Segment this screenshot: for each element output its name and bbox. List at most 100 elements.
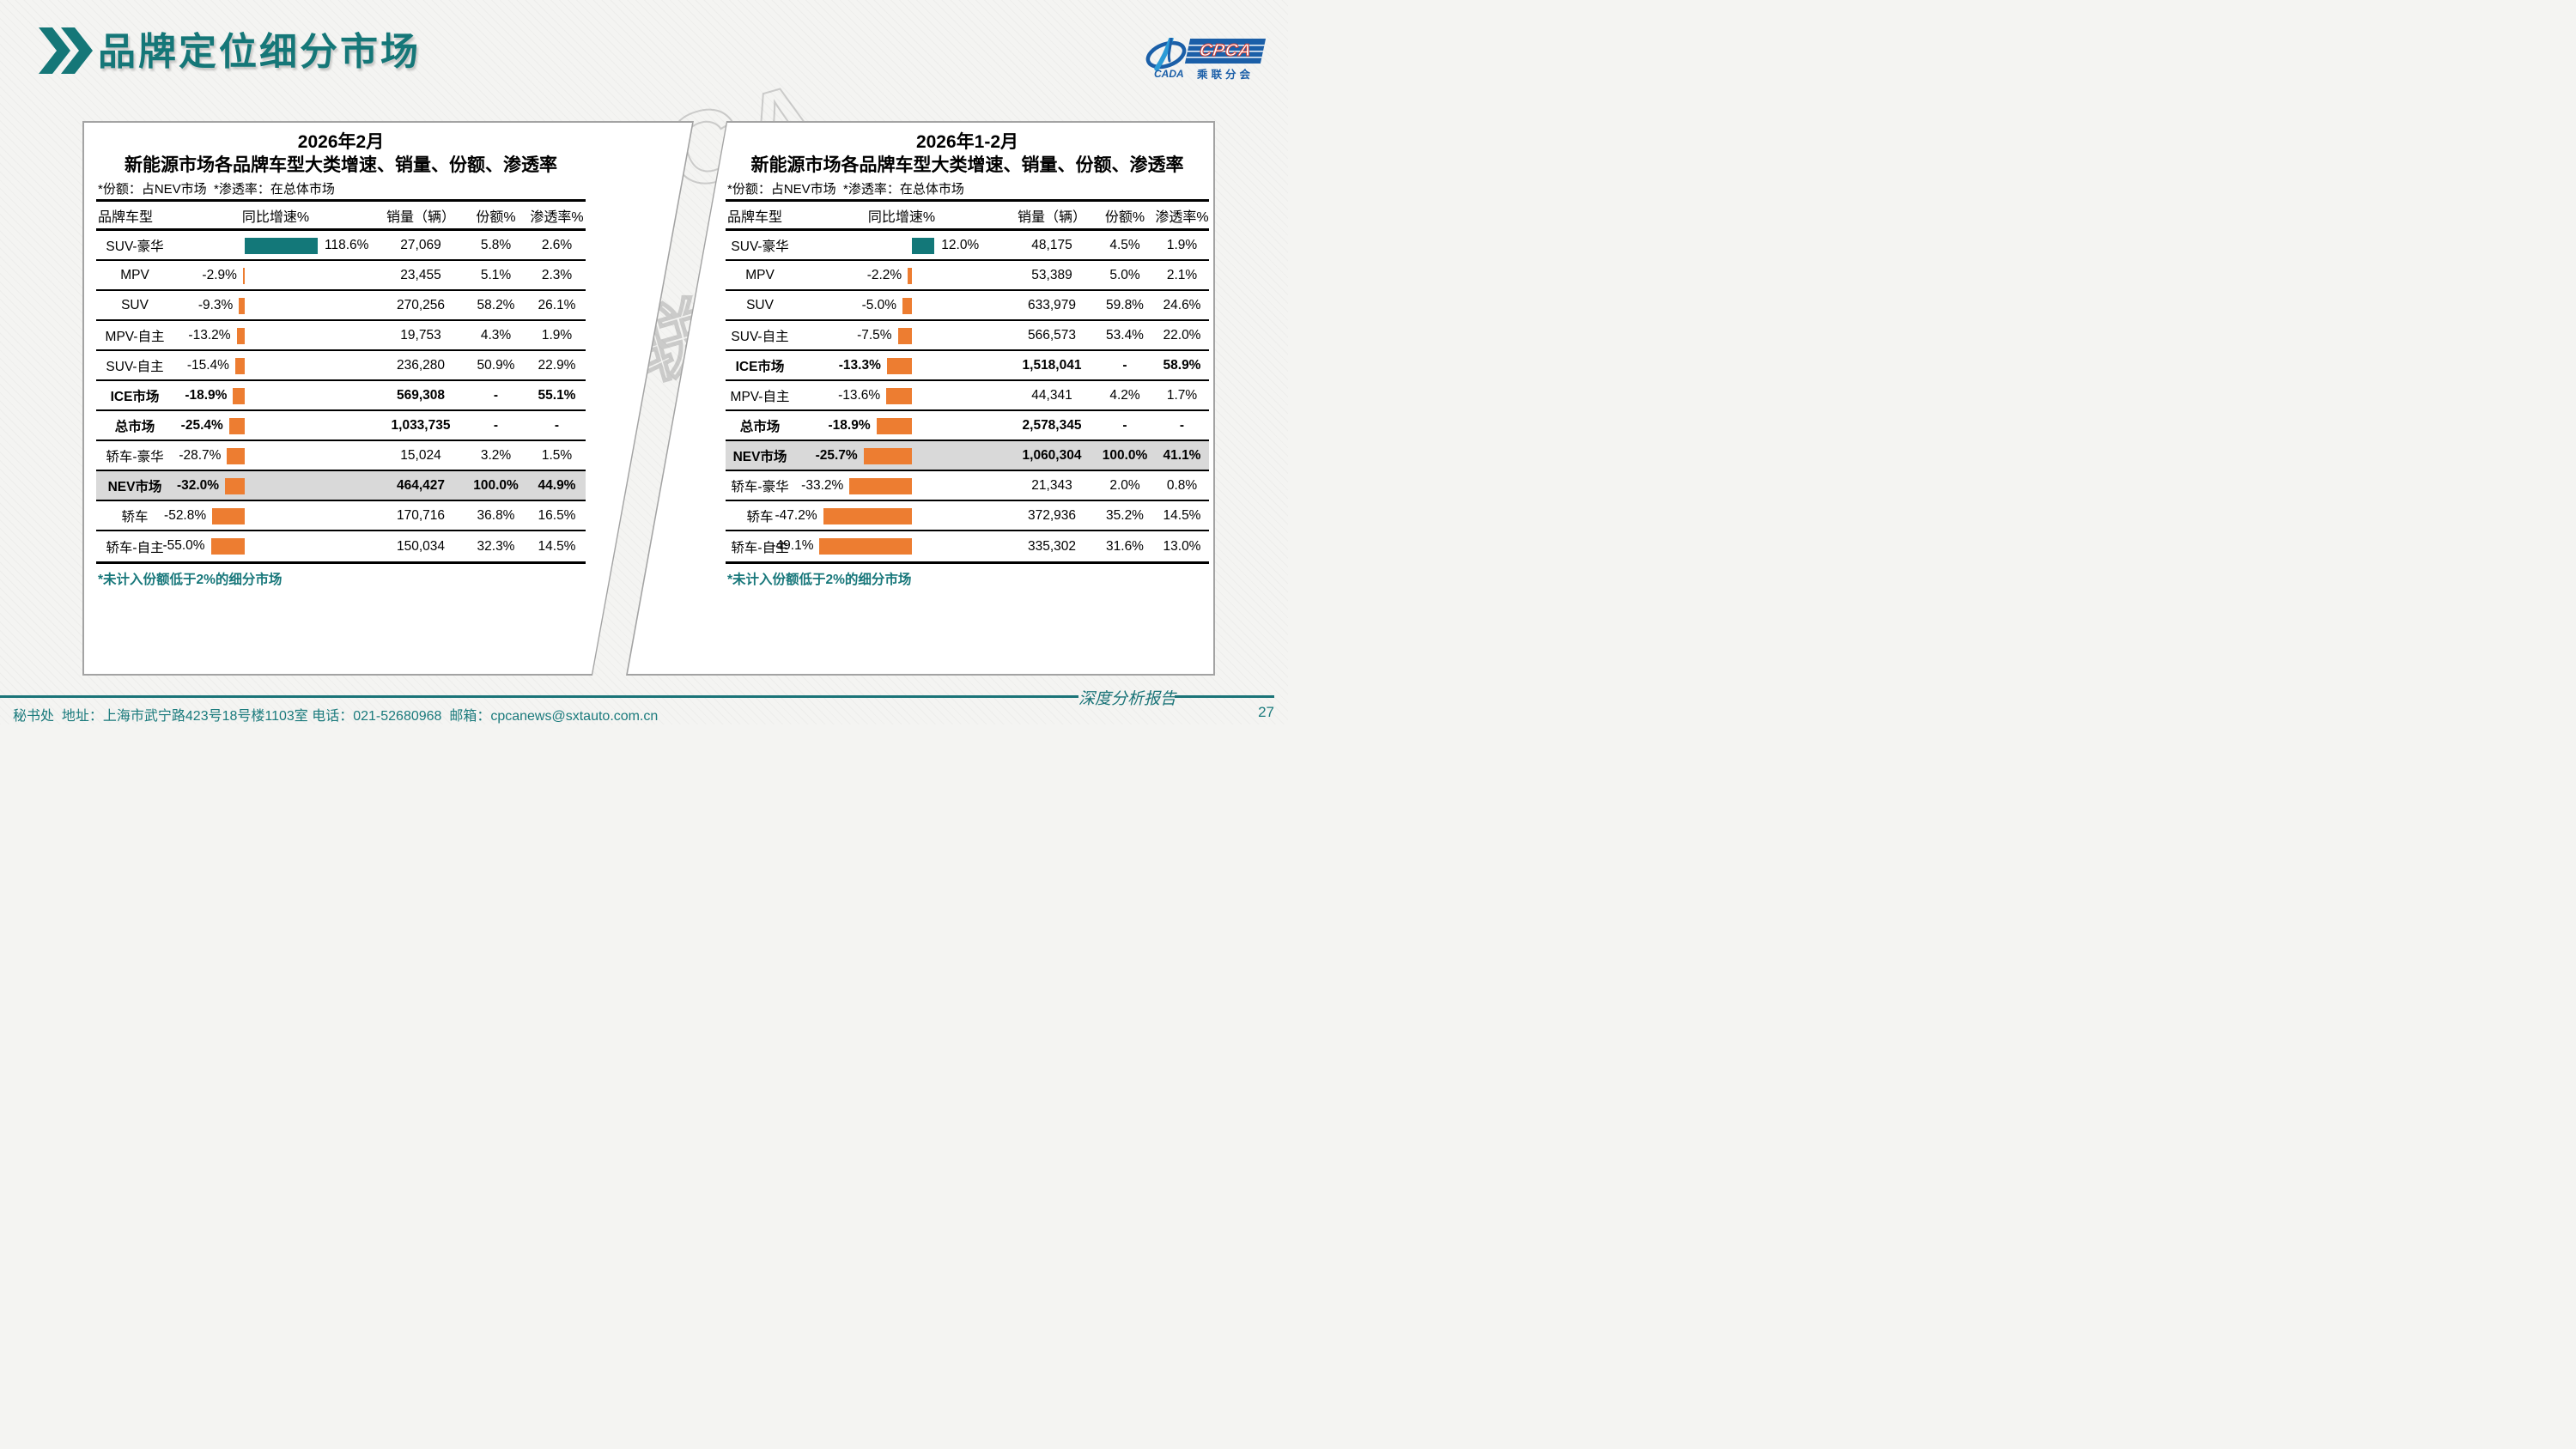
sales-value: 150,034: [396, 538, 446, 554]
growth-value: -2.9%: [202, 268, 237, 282]
row-label: MPV-自主: [105, 329, 165, 344]
share-value: 4.5%: [1109, 237, 1140, 252]
growth-value: -7.5%: [857, 328, 892, 343]
row-label: ICE市场: [735, 359, 785, 374]
data-table-feb: 品牌车型 同比增速% 销量（辆） 份额% 渗透率% SUV-豪华 118.6% 27,069 5…: [96, 199, 586, 564]
sales-value: 53,389: [1031, 267, 1072, 282]
sales-value: 236,280: [396, 357, 446, 373]
growth-bar: [897, 328, 912, 344]
table-row: 轿车-自主 -55.0% 150,034 32.3% 14.5%: [96, 531, 586, 561]
growth-value: 12.0%: [941, 238, 980, 252]
cpca-logo-text: CPCA: [1198, 41, 1254, 61]
share-value: 5.1%: [480, 267, 512, 282]
growth-chart-cell: -33.2%: [794, 471, 1009, 500]
share-value: -: [493, 417, 499, 433]
table-row: MPV-自主 -13.2% 19,753 4.3% 1.9%: [96, 321, 586, 351]
penetration-value: 2.1%: [1166, 267, 1198, 282]
footer-rule-left: [0, 695, 1078, 698]
growth-chart-cell: -25.7%: [794, 441, 1009, 470]
panel-jan-feb: 2026年1-2月 新能源市场各品牌车型大类增速、销量、份额、渗透率 *份额：占…: [626, 121, 1215, 676]
growth-chart-cell: -13.6%: [794, 381, 1009, 409]
growth-bar: [227, 448, 245, 464]
table-header-row: 品牌车型 同比增速% 销量（辆） 份额% 渗透率%: [726, 202, 1209, 231]
table-title: 2026年2月 新能源市场各品牌车型大类增速、销量、份额、渗透率: [96, 130, 586, 177]
penetration-value: 14.5%: [538, 538, 576, 554]
share-value: 36.8%: [477, 507, 515, 523]
growth-bar: [902, 298, 912, 314]
growth-chart-cell: -2.2%: [794, 261, 1009, 289]
penetration-value: 22.0%: [1163, 327, 1201, 343]
penetration-value: 1.7%: [1166, 387, 1198, 403]
sales-value: 15,024: [400, 447, 441, 463]
row-label: MPV: [745, 267, 775, 282]
growth-chart-cell: -2.9%: [173, 261, 378, 289]
row-label: 轿车: [746, 509, 774, 524]
double-chevron-icon: [39, 27, 93, 74]
growth-bar: [886, 358, 912, 374]
penetration-value: 58.9%: [1163, 357, 1201, 373]
table-row: 轿车 -47.2% 372,936 35.2% 14.5%: [726, 501, 1209, 531]
column-header: 份额%: [1104, 209, 1145, 225]
penetration-value: 0.8%: [1166, 477, 1198, 493]
growth-value: -55.0%: [162, 538, 205, 553]
growth-bar: [823, 508, 912, 524]
growth-bar: [819, 538, 912, 555]
penetration-value: 16.5%: [538, 507, 576, 523]
growth-value: -13.2%: [188, 328, 231, 343]
table-row: 轿车-豪华 -33.2% 21,343 2.0% 0.8%: [726, 471, 1209, 501]
growth-bar: [212, 508, 245, 524]
column-header: 同比增速%: [867, 209, 936, 225]
row-label: ICE市场: [110, 389, 160, 404]
table-row: 总市场 -25.4% 1,033,735 - -: [96, 411, 586, 441]
sales-value: 1,518,041: [1022, 357, 1082, 373]
growth-value: -32.0%: [176, 478, 220, 493]
growth-value: -18.9%: [185, 388, 228, 403]
row-label: 轿车-豪华: [731, 479, 789, 494]
row-label: 轿车-自主: [106, 540, 164, 555]
growth-bar: [229, 418, 245, 434]
row-label: MPV: [120, 267, 149, 282]
row-label: NEV市场: [732, 449, 787, 464]
share-value: -: [1122, 357, 1127, 373]
table-row: 轿车-豪华 -28.7% 15,024 3.2% 1.5%: [96, 441, 586, 471]
table-row: SUV-豪华 118.6% 27,069 5.8% 2.6%: [96, 231, 586, 261]
sales-value: 1,060,304: [1022, 447, 1082, 463]
cpca-logo: CADA CPCA 乘联分会: [1145, 38, 1267, 81]
table-note: *份额：占NEV市场 *渗透率：在总体市场: [727, 182, 964, 197]
table-title-subject: 新能源市场各品牌车型大类增速、销量、份额、渗透率: [125, 155, 557, 175]
growth-value: -15.4%: [186, 358, 229, 373]
share-value: 32.3%: [477, 538, 515, 554]
sales-value: 633,979: [1027, 297, 1077, 312]
share-value: 2.0%: [1109, 477, 1140, 493]
share-value: 100.0%: [473, 477, 519, 493]
growth-value: -13.6%: [838, 388, 881, 403]
growth-bar: [245, 238, 318, 254]
growth-bar: [908, 268, 912, 284]
share-value: 59.8%: [1106, 297, 1144, 312]
column-header: 份额%: [476, 209, 516, 225]
cada-swoosh-icon: CADA: [1145, 38, 1187, 79]
penetration-value: 1.9%: [1166, 237, 1198, 252]
cpca-logo-box: CPCA: [1184, 39, 1267, 64]
share-value: -: [493, 387, 499, 403]
row-label: MPV-自主: [730, 389, 790, 404]
penetration-value: 14.5%: [1163, 507, 1201, 523]
growth-bar: [239, 298, 245, 314]
penetration-value: 44.9%: [538, 477, 576, 493]
table-row: SUV-自主 -15.4% 236,280 50.9% 22.9%: [96, 351, 586, 381]
page-title: 品牌定位细分市场: [98, 31, 421, 73]
growth-value: -5.0%: [861, 298, 897, 312]
sales-value: 569,308: [396, 387, 446, 403]
growth-chart-cell: -15.4%: [173, 351, 378, 379]
table-row: MPV-自主 -13.6% 44,341 4.2% 1.7%: [726, 381, 1209, 411]
table-row: ICE市场 -18.9% 569,308 - 55.1%: [96, 381, 586, 411]
growth-chart-cell: -5.0%: [794, 291, 1009, 319]
growth-value: -28.7%: [179, 448, 222, 463]
table-row: MPV -2.2% 53,389 5.0% 2.1%: [726, 261, 1209, 291]
table-row: ICE市场 -13.3% 1,518,041 - 58.9%: [726, 351, 1209, 381]
growth-chart-cell: -7.5%: [794, 321, 1009, 349]
growth-chart-cell: -18.9%: [173, 381, 378, 409]
penetration-value: -: [1179, 417, 1185, 433]
sales-value: 335,302: [1027, 538, 1077, 554]
penetration-value: -: [554, 417, 560, 433]
